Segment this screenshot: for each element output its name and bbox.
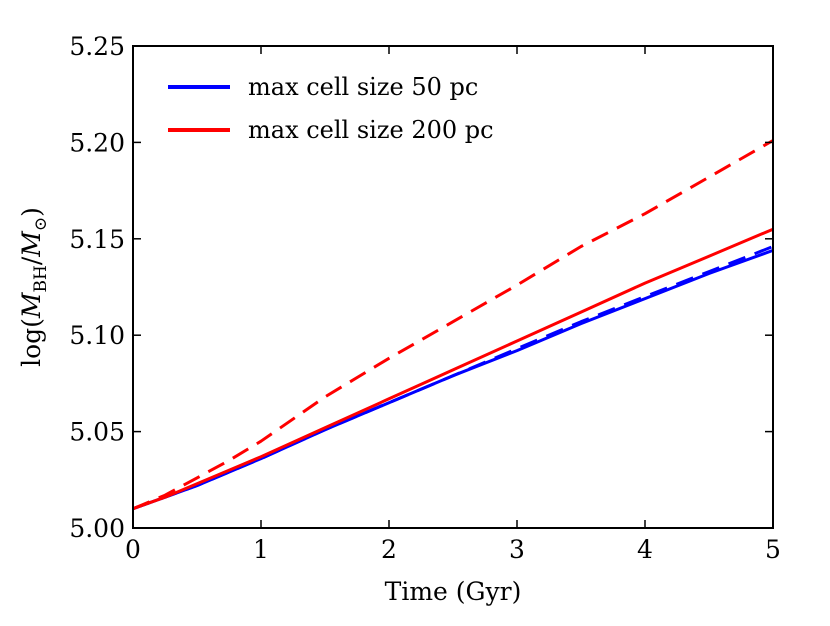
y-tick-label: 5.05 [69,418,125,447]
legend-label-200pc: max cell size 200 pc [248,116,494,144]
x-tick-label: 0 [125,535,141,564]
x-tick-label: 5 [765,535,781,564]
y-tick-label: 5.20 [69,128,125,157]
legend-label-50pc: max cell size 50 pc [248,73,478,101]
x-tick-label: 1 [253,535,269,564]
y-tick-label: 5.15 [69,225,125,254]
x-tick-label: 3 [509,535,525,564]
series-line-200-pc-dashed [132,139,774,511]
x-axis-label: Time (Gyr) [385,577,522,606]
series-line-50-pc-dashed [132,245,774,511]
legend: max cell size 50 pc max cell size 200 pc [168,73,494,144]
y-tick-label: 5.10 [69,321,125,350]
series-layer [132,139,774,511]
y-tick-label: 5.00 [69,514,125,543]
x-tick-label: 4 [637,535,653,564]
y-tick-label: 5.25 [69,32,125,61]
plot-frame [132,45,774,529]
series-line-200-pc-solid [132,227,774,511]
ticks-layer: 0 1 2 3 4 5 5.00 5.05 5.10 5.15 5.20 5.25 [69,32,781,564]
y-axis-label: log(MBH/M⊙) [17,207,51,367]
x-tick-label: 2 [381,535,397,564]
